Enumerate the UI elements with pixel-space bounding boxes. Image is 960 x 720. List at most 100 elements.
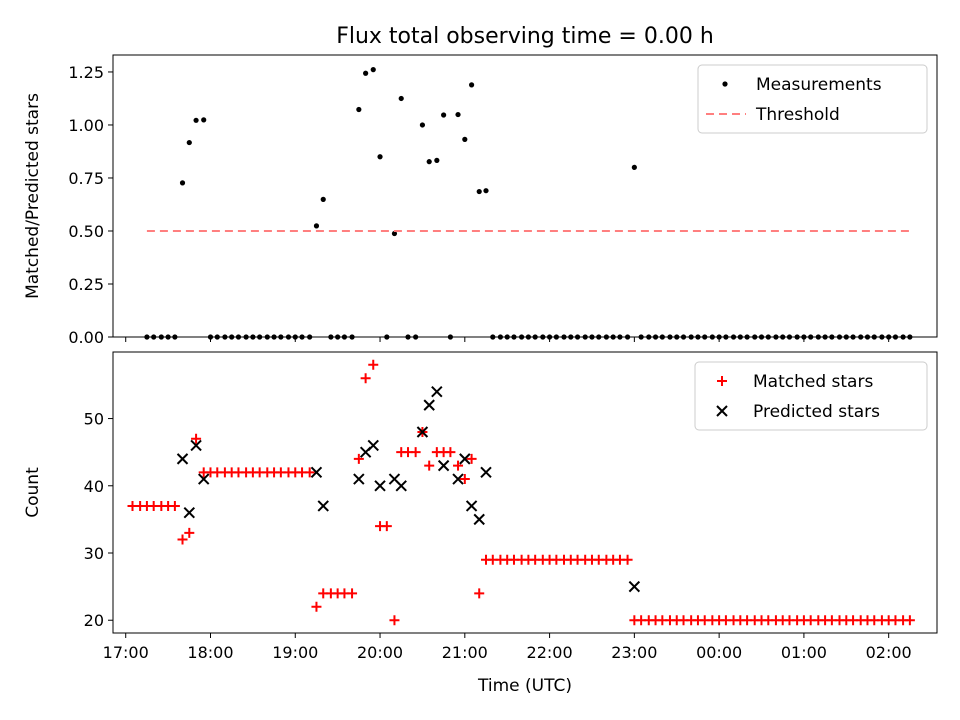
data-point <box>758 334 765 340</box>
legend-label: Predicted stars <box>753 402 880 422</box>
legend-box <box>697 64 928 134</box>
data-point <box>431 385 443 398</box>
data-point <box>617 334 623 340</box>
data-point <box>353 473 365 485</box>
data-point <box>822 334 828 340</box>
data-point <box>561 334 567 340</box>
series-matched-stars <box>127 359 915 626</box>
legend-swatch <box>722 81 728 87</box>
data-point <box>519 334 525 340</box>
x-tick-label: 00:00 <box>696 643 742 662</box>
data-point <box>370 67 376 73</box>
data-point <box>434 157 440 163</box>
x-tick-label: 02:00 <box>866 643 912 662</box>
legend-swatch <box>717 376 727 386</box>
flux-ratio-chart: Flux total observing time = 0.00 h Matche… <box>23 24 938 347</box>
data-point <box>490 334 496 340</box>
x-tick-label: 23:00 <box>611 643 657 662</box>
data-point <box>177 534 188 545</box>
legend-swatch <box>716 405 728 417</box>
data-point <box>465 500 478 512</box>
data-point <box>384 334 390 340</box>
x-axis-label: Time (UTC) <box>477 676 572 696</box>
data-point <box>674 334 680 340</box>
data-point <box>843 334 849 340</box>
data-point <box>441 112 447 118</box>
data-point <box>250 334 256 340</box>
data-point <box>483 188 489 194</box>
data-point <box>172 334 178 340</box>
data-point <box>582 334 588 340</box>
legend-label: Threshold <box>755 105 840 125</box>
chart-title: Flux total observing time = 0.00 h <box>336 24 714 49</box>
data-point <box>462 136 468 142</box>
y-tick-label: 50 <box>84 410 104 429</box>
data-point <box>186 139 192 146</box>
data-point <box>169 500 180 511</box>
y-tick-label: 1.00 <box>68 116 104 135</box>
data-point <box>367 439 379 452</box>
data-point <box>525 334 531 340</box>
data-point <box>473 513 485 526</box>
data-point <box>320 196 326 202</box>
data-point <box>191 433 202 444</box>
data-point <box>646 334 652 340</box>
legend: Measurements Threshold <box>697 64 928 134</box>
x-tick-label: 18:00 <box>187 643 233 662</box>
data-point <box>680 334 687 340</box>
data-point <box>356 106 362 113</box>
data-point <box>574 334 581 340</box>
y-tick-label: 0.00 <box>68 328 104 347</box>
data-point <box>455 111 461 118</box>
data-point <box>353 453 364 464</box>
data-point <box>808 334 814 340</box>
data-point <box>737 334 743 340</box>
series-measurements <box>144 67 913 340</box>
data-point <box>511 334 517 340</box>
data-point <box>459 474 470 485</box>
data-point <box>474 588 485 599</box>
data-point <box>546 334 553 340</box>
x-tick-label: 01:00 <box>781 643 827 662</box>
data-point <box>886 334 892 340</box>
data-point <box>610 334 616 340</box>
data-point <box>190 439 202 452</box>
data-point <box>176 453 189 465</box>
data-point <box>794 334 800 340</box>
data-point <box>304 467 315 478</box>
data-point <box>285 334 292 340</box>
data-point <box>709 334 715 340</box>
data-point <box>553 334 559 340</box>
x-tick-label: 22:00 <box>527 643 573 662</box>
data-point <box>313 223 320 229</box>
data-point <box>540 334 546 340</box>
data-point <box>786 334 793 340</box>
data-point <box>900 334 906 340</box>
data-point <box>652 334 659 340</box>
data-point <box>222 334 228 340</box>
y-axis-label: Matched/Predicted stars <box>23 93 43 299</box>
data-point <box>445 447 456 458</box>
data-point <box>193 117 199 123</box>
data-point <box>374 480 386 492</box>
data-point <box>532 334 538 340</box>
data-point <box>744 334 750 340</box>
data-point <box>264 334 270 340</box>
data-point <box>638 334 644 340</box>
data-point <box>589 334 595 340</box>
data-point <box>907 334 913 340</box>
data-point <box>801 334 807 340</box>
series-predicted-stars <box>176 385 641 593</box>
y-tick-label: 0.50 <box>68 222 104 241</box>
legend-label: Measurements <box>756 75 882 95</box>
y-tick-label: 1.25 <box>68 63 104 82</box>
data-point <box>695 334 701 340</box>
data-point <box>892 334 899 340</box>
data-point <box>405 334 411 340</box>
data-point <box>419 122 426 128</box>
data-point <box>198 473 210 485</box>
data-point <box>144 334 150 340</box>
data-point <box>904 615 915 626</box>
data-point <box>299 334 305 340</box>
